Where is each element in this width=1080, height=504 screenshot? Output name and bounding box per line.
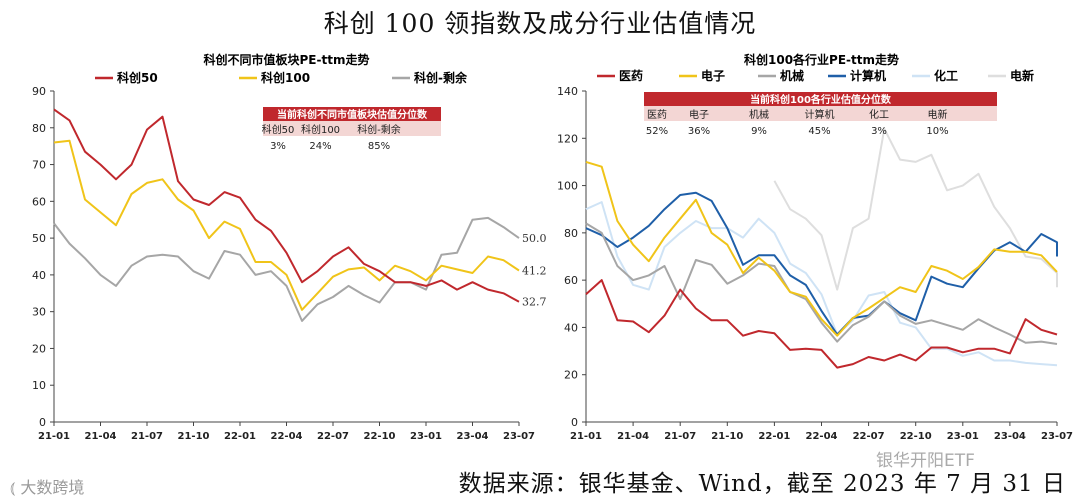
percentile-table-column: 科创50 bbox=[262, 123, 295, 136]
legend-label-医药: 医药 bbox=[619, 68, 643, 83]
x-tick-label-1: 21-04 bbox=[617, 431, 649, 442]
end-value-label: 41.2 bbox=[522, 264, 547, 277]
series-line-电子 bbox=[585, 160, 1058, 337]
y-tick-label-0: 50 bbox=[32, 232, 46, 245]
legend-label-电新: 电新 bbox=[1010, 68, 1034, 83]
percentile-table-value: 85% bbox=[368, 141, 390, 152]
legend-label-科创-剩余: 科创-剩余 bbox=[414, 70, 468, 85]
y-tick-label-1: 0 bbox=[571, 416, 578, 429]
chart-title-0: 科创不同市值板块PE-ttm走势 bbox=[204, 52, 370, 67]
y-tick-label-0: 40 bbox=[32, 269, 46, 282]
watermark-right: 银华开阳ETF bbox=[876, 451, 975, 471]
x-tick-label-0: 23-01 bbox=[410, 431, 442, 442]
x-tick-label-1: 22-10 bbox=[900, 431, 932, 442]
percentile-table-column: 电新 bbox=[928, 108, 948, 121]
percentile-table-header-bg-1 bbox=[644, 92, 997, 106]
y-tick-label-0: 20 bbox=[32, 342, 46, 355]
x-tick-label-1: 21-10 bbox=[711, 431, 743, 442]
legend-label-科创100: 科创100 bbox=[261, 70, 310, 85]
percentile-table-subheader-bg-0 bbox=[263, 121, 441, 136]
percentile-table-value: 3% bbox=[871, 126, 887, 137]
y-tick-label-0: 70 bbox=[32, 159, 46, 172]
x-tick-label-1: 21-01 bbox=[570, 431, 602, 442]
legend-label-计算机: 计算机 bbox=[850, 68, 886, 83]
y-tick-label-1: 20 bbox=[564, 369, 578, 382]
series-line-科创-剩余 bbox=[53, 216, 520, 322]
x-tick-label-0: 22-10 bbox=[364, 431, 396, 442]
percentile-table-column: 机械 bbox=[749, 108, 769, 121]
y-tick-label-1: 140 bbox=[557, 85, 578, 98]
y-tick-label-1: 120 bbox=[557, 132, 578, 145]
x-tick-label-1: 23-04 bbox=[994, 431, 1026, 442]
x-tick-label-1: 21-07 bbox=[664, 431, 696, 442]
chart-title-1: 科创100各行业PE-ttm走势 bbox=[744, 52, 899, 67]
series-line-医药 bbox=[585, 279, 1058, 369]
x-tick-label-1: 22-07 bbox=[853, 431, 885, 442]
x-tick-label-1: 22-04 bbox=[806, 431, 838, 442]
percentile-table-value: 36% bbox=[688, 126, 710, 137]
y-tick-label-1: 100 bbox=[557, 180, 578, 193]
percentile-table-header-1: 当前科创100各行业估值分位数 bbox=[750, 93, 892, 106]
end-value-label: 50.0 bbox=[522, 232, 547, 245]
y-tick-label-0: 30 bbox=[32, 306, 46, 319]
percentile-table-column: 电子 bbox=[689, 108, 709, 121]
y-tick-label-0: 80 bbox=[32, 122, 46, 135]
percentile-table-column: 科创-剩余 bbox=[357, 123, 401, 136]
legend-label-化工: 化工 bbox=[934, 68, 958, 83]
percentile-table-value: 9% bbox=[751, 126, 767, 137]
y-tick-label-1: 60 bbox=[564, 274, 578, 287]
percentile-table-value: 52% bbox=[646, 126, 668, 137]
percentile-table-column: 科创100 bbox=[301, 123, 340, 136]
percentile-table-value: 45% bbox=[808, 126, 830, 137]
x-tick-label-1: 23-07 bbox=[1041, 431, 1073, 442]
y-tick-label-0: 90 bbox=[32, 85, 46, 98]
data-source-footer: 数据来源：银华基金、Wind，截至 2023 年 7 月 31 日 bbox=[458, 471, 1066, 497]
series-line-化工 bbox=[585, 201, 1058, 367]
percentile-table-subheader-bg-1 bbox=[644, 106, 997, 121]
watermark-left: ⦅ 大数跨境 bbox=[10, 478, 85, 497]
series-line-科创100 bbox=[53, 139, 520, 311]
x-tick-label-0: 21-10 bbox=[178, 431, 210, 442]
legend-label-电子: 电子 bbox=[701, 68, 725, 83]
x-tick-label-0: 22-01 bbox=[224, 431, 256, 442]
y-tick-label-1: 80 bbox=[564, 227, 578, 240]
percentile-table-header-bg-0 bbox=[263, 107, 441, 121]
x-tick-label-0: 23-07 bbox=[503, 431, 535, 442]
series-line-科创50 bbox=[53, 108, 520, 303]
y-tick-label-0: 10 bbox=[32, 379, 46, 392]
legend-label-科创50: 科创50 bbox=[117, 70, 158, 85]
series-line-电新 bbox=[773, 127, 1058, 291]
x-tick-label-0: 22-04 bbox=[271, 431, 303, 442]
y-tick-label-0: 60 bbox=[32, 195, 46, 208]
x-tick-label-0: 23-04 bbox=[457, 431, 489, 442]
end-value-label: 32.7 bbox=[522, 296, 547, 309]
page-title: 科创 100 领指数及成分行业估值情况 bbox=[323, 9, 757, 38]
y-tick-label-0: 0 bbox=[39, 416, 46, 429]
series-line-机械 bbox=[585, 222, 1058, 345]
percentile-table-value: 24% bbox=[309, 141, 331, 152]
percentile-table-value: 10% bbox=[926, 126, 948, 137]
percentile-table-column: 计算机 bbox=[805, 108, 835, 121]
x-tick-label-0: 21-04 bbox=[85, 431, 117, 442]
x-tick-label-0: 21-01 bbox=[38, 431, 70, 442]
percentile-table-column: 化工 bbox=[869, 108, 889, 121]
x-tick-label-0: 22-07 bbox=[317, 431, 349, 442]
percentile-table-header-0: 当前科创不同市值板块估值分位数 bbox=[277, 108, 428, 121]
legend-label-机械: 机械 bbox=[780, 68, 804, 83]
y-tick-label-1: 40 bbox=[564, 321, 578, 334]
percentile-table-value: 3% bbox=[270, 141, 286, 152]
x-tick-label-1: 23-01 bbox=[947, 431, 979, 442]
x-tick-label-1: 22-01 bbox=[758, 431, 790, 442]
series-line-计算机 bbox=[585, 191, 1058, 336]
percentile-table-column: 医药 bbox=[647, 109, 667, 121]
x-tick-label-0: 21-07 bbox=[131, 431, 163, 442]
